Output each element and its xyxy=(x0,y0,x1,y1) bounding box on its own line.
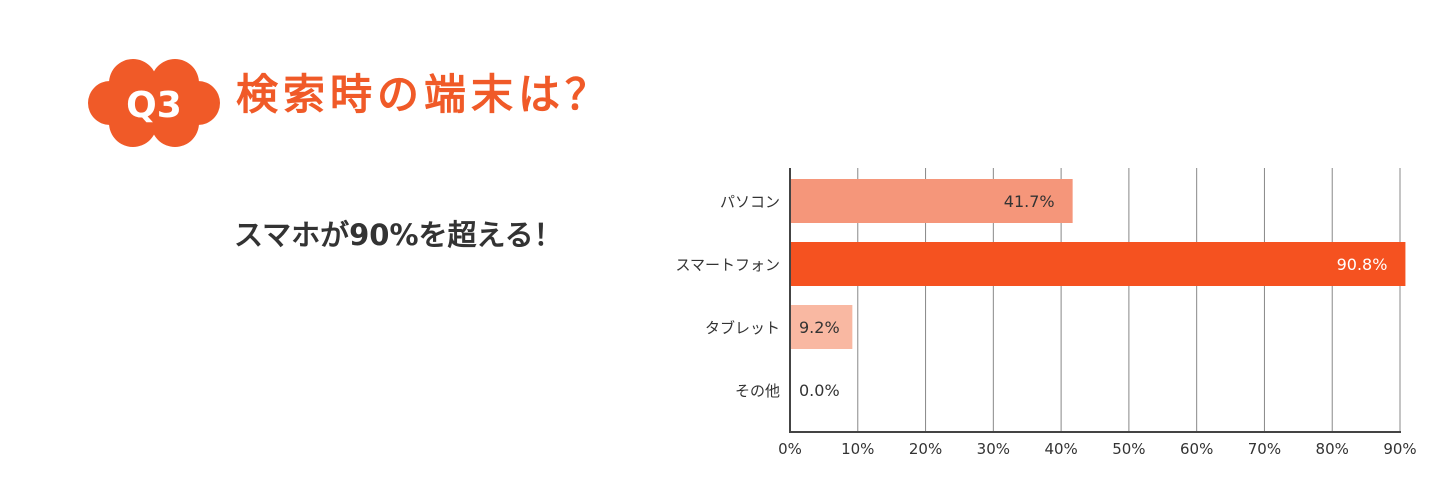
x-tick-label: 0% xyxy=(778,440,802,458)
x-tick-label: 10% xyxy=(841,440,874,458)
subtitle: スマホが90%を超える！ xyxy=(234,218,563,252)
q3-badge: Q3 xyxy=(88,59,220,147)
x-tick-label: 30% xyxy=(977,440,1010,458)
bar xyxy=(790,179,1073,223)
page-title: 検索時の端末は？ xyxy=(236,70,613,119)
data-label: 0.0% xyxy=(799,381,840,400)
badge-label: Q3 xyxy=(126,85,182,126)
x-tick-label: 80% xyxy=(1316,440,1349,458)
x-tick-label: 50% xyxy=(1112,440,1145,458)
category-label: スマートフォン xyxy=(675,256,780,274)
data-label: 90.8% xyxy=(1337,255,1388,274)
data-label: 41.7% xyxy=(1004,192,1055,211)
category-label: その他 xyxy=(735,382,780,400)
x-tick-label: 60% xyxy=(1180,440,1213,458)
cloud-icon xyxy=(88,59,220,147)
x-tick-label: 40% xyxy=(1044,440,1077,458)
x-tick-label: 20% xyxy=(909,440,942,458)
category-label: パソコン xyxy=(720,193,780,211)
x-tick-label: 70% xyxy=(1248,440,1281,458)
bar xyxy=(790,242,1406,286)
category-label: タブレット xyxy=(705,319,780,337)
x-tick-label: 90% xyxy=(1383,440,1416,458)
data-label: 9.2% xyxy=(799,318,840,337)
bar xyxy=(790,305,853,349)
